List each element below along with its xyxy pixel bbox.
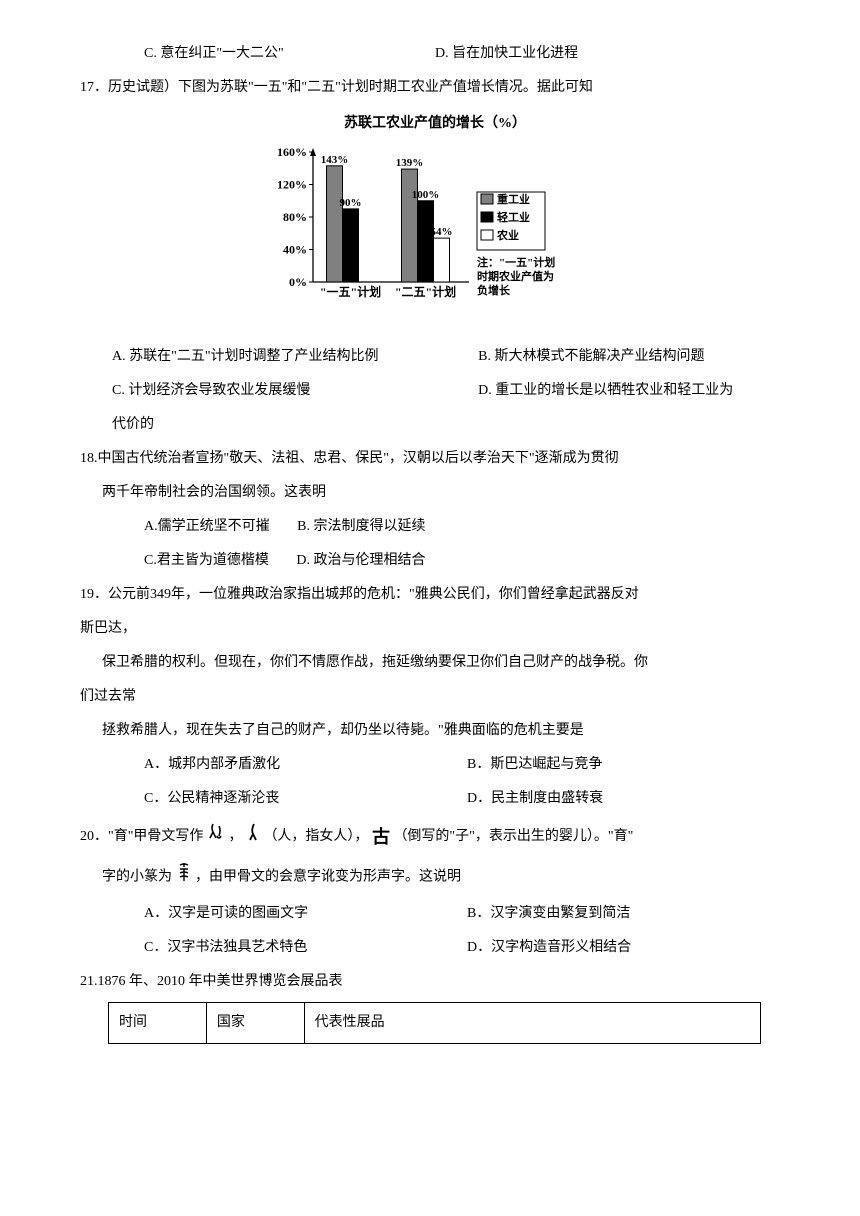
th-exhibit: 代表性展品 (304, 1003, 761, 1044)
small-seal-glyph-icon (176, 861, 192, 894)
svg-text:农业: 农业 (496, 228, 519, 242)
svg-text:54%: 54% (431, 226, 453, 238)
svg-text:"一五"计划: "一五"计划 (320, 284, 381, 299)
q19-line3: 拯救希腊人，现在失去了自己的财产，却仍坐以待毙。"雅典面临的危机主要是 (80, 717, 790, 745)
svg-text:时期农业产值为: 时期农业产值为 (477, 269, 554, 283)
q18-options-cd: C.君主皆为道德楷模 D. 政治与伦理相结合 (80, 547, 790, 575)
q20-line1: 20．"育"甲骨文写作 ， （人，指女人）， 古 （倒写的"子"，表示出生的婴儿… (80, 819, 790, 855)
q17-opt-d-cont: 代价的 (80, 411, 790, 439)
oracle-glyph-person-icon (246, 822, 260, 853)
q16-opt-d: D. 旨在加快工业化进程 (435, 40, 790, 68)
q17-chart: 苏联工农业产值的增长（%） 0% 40% 80% 120% 160% 143% 90% "一五… (80, 110, 790, 323)
chart-body: 0% 40% 80% 120% 160% 143% 90% "一五"计划 139% 100% 54%… (265, 142, 605, 312)
q19-line2: 保卫希腊的权利。但现在，你们不情愿作战，拖延缴纳要保卫你们自己财产的战争税。你 (80, 649, 790, 677)
q18-opt-c: C.君主皆为道德楷模 (144, 553, 269, 568)
q16-opt-c: C. 意在纠正"一大二公" (80, 40, 435, 68)
q20-line2a: 字的小篆为 (102, 870, 172, 885)
q20-options-ab: A．汉字是可读的图画文字 B．汉字演变由繁复到简洁 (80, 900, 790, 928)
svg-text:120%: 120% (277, 178, 307, 192)
oracle-glyph-yu-icon (207, 822, 225, 853)
q20-part2: ， (228, 829, 242, 844)
q17-opt-a: A. 苏联在"二五"计划时调整了产业结构比例 (112, 343, 478, 371)
q17-opt-c: C. 计划经济会导致农业发展缓慢 (112, 377, 478, 405)
svg-text:"二五"计划: "二五"计划 (395, 284, 456, 299)
q19-line1: 19．公元前349年，一位雅典政治家指出城邦的危机："雅典公民们，你们曾经拿起武… (80, 581, 790, 609)
q19-opt-d: D．民主制度由盛转衰 (467, 785, 790, 813)
q17-options-ab: A. 苏联在"二五"计划时调整了产业结构比例 B. 斯大林模式不能解决产业结构问… (80, 343, 790, 371)
svg-text:重工业: 重工业 (497, 192, 530, 206)
q20-part4: （倒写的"子"，表示出生的婴儿）。"育" (393, 829, 633, 844)
q19-options-cd: C．公民精神逐渐沦丧 D．民主制度由盛转衰 (80, 785, 790, 813)
svg-text:注："一五"计划: 注："一五"计划 (477, 255, 555, 269)
q20-line2b: ，由甲骨文的会意字讹变为形声字。这说明 (195, 870, 461, 885)
q20-part1: 20．"育"甲骨文写作 (80, 829, 207, 844)
q21-stem: 21.1876 年、2010 年中美世界博览会展品表 (80, 968, 790, 996)
q20-opt-b: B．汉字演变由繁复到简洁 (467, 900, 790, 928)
q20-opt-c: C．汉字书法独具艺术特色 (144, 934, 467, 962)
q20-options-cd: C．汉字书法独具艺术特色 D．汉字构造音形义相结合 (80, 934, 790, 962)
svg-text:90%: 90% (340, 197, 362, 209)
q20-opt-a: A．汉字是可读的图画文字 (144, 900, 467, 928)
chart-title: 苏联工农业产值的增长（%） (265, 110, 605, 138)
q20-line2: 字的小篆为 ，由甲骨文的会意字讹变为形声字。这说明 (80, 861, 790, 894)
q18-line1: 18.中国古代统治者宣扬"敬天、法祖、忠君、保民"，汉朝以后以孝治天下"逐渐成为… (80, 445, 790, 473)
q18-line2: 两千年帝制社会的治国纲领。这表明 (80, 479, 790, 507)
svg-text:160%: 160% (277, 145, 307, 159)
svg-text:0%: 0% (289, 275, 307, 289)
q18-opt-a: A.儒学正统坚不可摧 (144, 519, 270, 534)
svg-text:轻工业: 轻工业 (497, 210, 530, 224)
svg-text:40%: 40% (283, 243, 307, 257)
oracle-glyph-zi-icon: 古 (372, 819, 390, 855)
exhibition-table: 时间 国家 代表性展品 (108, 1002, 761, 1044)
svg-text:80%: 80% (283, 210, 307, 224)
table-row: 时间 国家 代表性展品 (109, 1003, 761, 1044)
th-country: 国家 (206, 1003, 304, 1044)
q18-options-ab: A.儒学正统坚不可摧 B. 宗法制度得以延续 (80, 513, 790, 541)
svg-text:143%: 143% (321, 154, 349, 166)
q20-part3: （人，指女人）， (263, 829, 368, 844)
q19-line1b: 斯巴达， (80, 615, 790, 643)
svg-text:负增长: 负增长 (477, 283, 511, 297)
bar-chart-svg: 0% 40% 80% 120% 160% 143% 90% "一五"计划 139% 100% 54%… (265, 142, 605, 312)
q17-opt-d: D. 重工业的增长是以牺牲农业和轻工业为 (478, 377, 790, 405)
svg-text:139%: 139% (396, 157, 424, 169)
q20-opt-d: D．汉字构造音形义相结合 (467, 934, 790, 962)
q18-opt-d: D. 政治与伦理相结合 (296, 553, 425, 568)
q19-opt-b: B．斯巴达崛起与竞争 (467, 751, 790, 779)
q19-options-ab: A．城邦内部矛盾激化 B．斯巴达崛起与竞争 (80, 751, 790, 779)
th-time: 时间 (109, 1003, 207, 1044)
q17-options-cd: C. 计划经济会导致农业发展缓慢 D. 重工业的增长是以牺牲农业和轻工业为 (80, 377, 790, 405)
q16-options-cd: C. 意在纠正"一大二公" D. 旨在加快工业化进程 (80, 40, 790, 68)
q17-stem: 17．历史试题）下图为苏联"一五"和"二五"计划时期工农业产值增长情况。据此可知 (80, 74, 790, 102)
q19-opt-a: A．城邦内部矛盾激化 (144, 751, 467, 779)
q18-opt-b: B. 宗法制度得以延续 (297, 519, 425, 534)
svg-text:100%: 100% (412, 189, 440, 201)
q19-line2b: 们过去常 (80, 683, 790, 711)
q19-opt-c: C．公民精神逐渐沦丧 (144, 785, 467, 813)
q17-opt-b: B. 斯大林模式不能解决产业结构问题 (478, 343, 790, 371)
